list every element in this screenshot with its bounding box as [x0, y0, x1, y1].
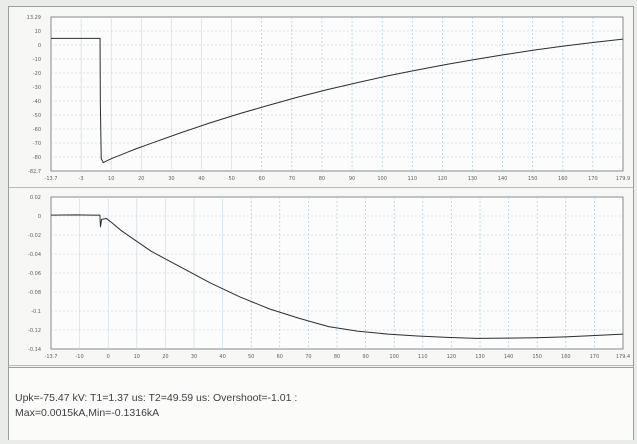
measurement-readout: Upk=-75.47 kV: T1=1.37 us: T2=49.59 us: …: [9, 367, 633, 440]
voltage-x-tick-label: 140: [498, 176, 508, 182]
voltage-waveform-line: [51, 37, 624, 164]
current-x-tick-label: 90: [362, 354, 368, 360]
current-x-tick-label: 160: [561, 354, 571, 360]
current-x-tick-label: 20: [162, 354, 168, 360]
current-summary-text: Max=0.0015kA,Min=-0.1316kA: [15, 407, 160, 419]
voltage-x-tick-label: 80: [319, 176, 325, 182]
current-y-tick-label: -0.1: [31, 309, 41, 315]
current-x-tick-label: 179.4: [616, 354, 630, 360]
voltage-x-tick-label: 30: [168, 176, 174, 182]
voltage-x-tick-label: 110: [407, 176, 417, 182]
voltage-y-tick-label: 13.29: [27, 15, 41, 21]
current-x-tick-label: 40: [219, 354, 225, 360]
voltage-y-tick-label: -80: [33, 155, 41, 161]
voltage-x-tick-label: 120: [438, 176, 448, 182]
current-y-tick-label: -0.02: [28, 233, 41, 239]
voltage-y-tick-label: -50: [33, 113, 41, 119]
current-y-tick-label: 0: [38, 214, 41, 220]
current-x-tick-label: 110: [418, 354, 428, 360]
voltage-x-tick-label: 100: [377, 176, 387, 182]
current-x-tick-label: 0: [107, 354, 110, 360]
voltage-y-tick-label: -82.7: [28, 169, 41, 175]
voltage-y-tick-label: -70: [33, 141, 41, 147]
voltage-x-tick-label: -3: [79, 176, 84, 182]
current-plot-panel: -13.7 -10 0 10 20 30 40 50 60 70 80 90 100 110 120 130 1…: [9, 189, 633, 366]
voltage-x-tick-label: -13.7: [45, 176, 58, 182]
voltage-x-tick-label: 10: [108, 176, 114, 182]
current-chart: -13.7 -10 0 10 20 30 40 50 60 70 80 90 100 110 120 130 1…: [28, 195, 630, 360]
voltage-x-tick-label: 60: [259, 176, 265, 182]
current-x-tick-label: 140: [504, 354, 514, 360]
current-x-tick-label: -10: [76, 354, 84, 360]
voltage-plot-panel: -13.7 -3 10 20 30 40 50 60 70 80 90 100 110 120 130 140…: [9, 7, 633, 188]
current-x-tick-label: 100: [389, 354, 399, 360]
voltage-x-tick-label: 50: [228, 176, 234, 182]
voltage-chart: -13.7 -3 10 20 30 40 50 60 70 80 90 100 110 120 130 140…: [27, 15, 630, 182]
voltage-x-tick-label: 40: [198, 176, 204, 182]
current-x-tick-label: 150: [532, 354, 542, 360]
voltage-x-tick-label: 130: [468, 176, 478, 182]
voltage-y-tick-label: -20: [33, 71, 41, 77]
voltage-x-tick-label: 150: [528, 176, 538, 182]
voltage-y-tick-label: 10: [35, 29, 41, 35]
current-x-tick-label: 30: [191, 354, 197, 360]
voltage-y-tick-label: -40: [33, 99, 41, 105]
current-x-tick-label: 60: [277, 354, 283, 360]
current-x-tick-label: 130: [475, 354, 485, 360]
current-x-tick-label: 170: [590, 354, 600, 360]
waveform-window: -13.7 -3 10 20 30 40 50 60 70 80 90 100 110 120 130 140…: [8, 6, 634, 440]
current-x-tick-label: 80: [334, 354, 340, 360]
voltage-y-tick-label: -10: [33, 57, 41, 63]
current-y-tick-label: -0.12: [28, 328, 41, 334]
current-x-tick-label: -13.7: [45, 354, 58, 360]
current-x-tick-label: 50: [248, 354, 254, 360]
current-y-tick-label: -0.06: [28, 271, 41, 277]
voltage-y-tick-label: -60: [33, 127, 41, 133]
current-x-tick-label: 120: [447, 354, 457, 360]
current-y-tick-label: -0.14: [28, 347, 41, 353]
current-waveform-line: [50, 214, 624, 339]
voltage-x-tick-label: 179.9: [616, 176, 630, 182]
voltage-x-tick-label: 90: [349, 176, 355, 182]
current-y-tick-label: -0.04: [28, 252, 41, 258]
current-y-tick-label: 0.02: [30, 195, 41, 201]
voltage-x-tick-label: 160: [558, 176, 568, 182]
voltage-x-tick-label: 170: [588, 176, 598, 182]
current-x-tick-label: 10: [134, 354, 140, 360]
voltage-y-tick-label: -30: [33, 85, 41, 91]
voltage-x-tick-label: 20: [138, 176, 144, 182]
voltage-x-tick-label: 70: [289, 176, 295, 182]
voltage-y-tick-label: 0: [38, 43, 41, 49]
current-y-tick-label: -0.08: [28, 290, 41, 296]
voltage-summary-text: Upk=-75.47 kV: T1=1.37 us: T2=49.59 us: …: [15, 392, 298, 404]
voltage-plot-area: [50, 16, 624, 172]
current-x-tick-label: 70: [305, 354, 311, 360]
